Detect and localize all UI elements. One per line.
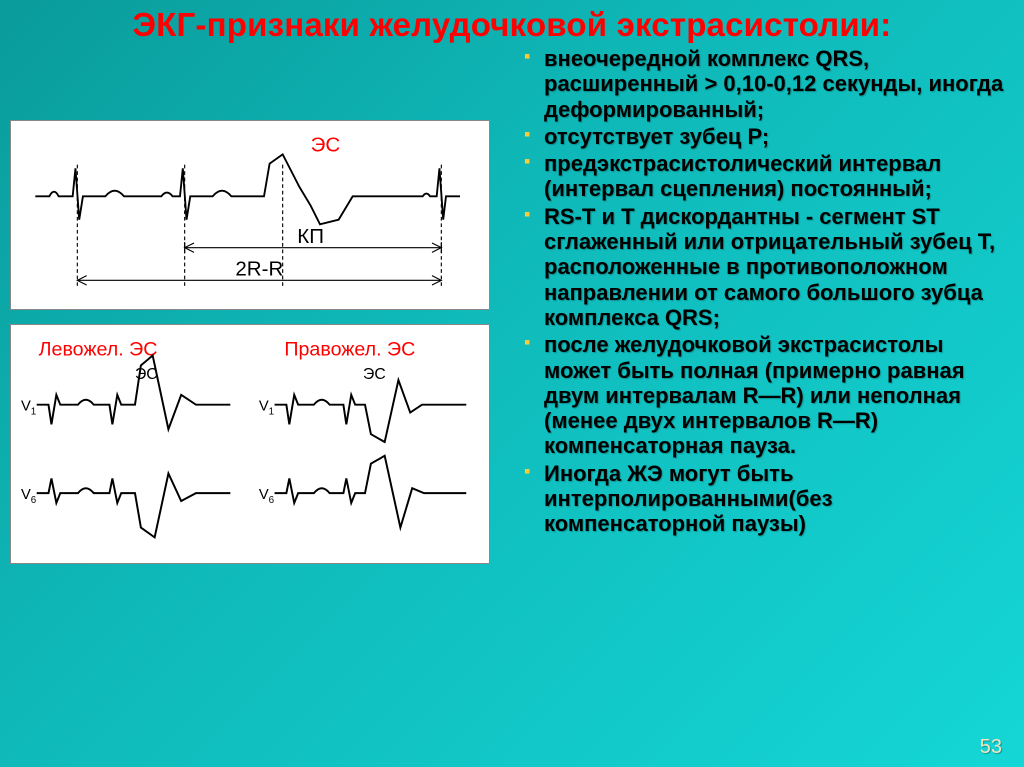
slide-title: ЭКГ-признаки желудочковой экстрасистолии… [0, 0, 1024, 46]
text-column: внеочередной комплекс QRS, расширенный >… [490, 46, 1016, 763]
ecg-rv-v6 [275, 456, 467, 528]
diagram-column: КП 2R-R ЭС Левожел. ЭС [10, 46, 490, 763]
es-label-top: ЭС [311, 134, 341, 157]
lead-v1-r: V1 [259, 399, 274, 418]
left-ves-title: Левожел. ЭС [39, 339, 158, 361]
kp-bracket: КП [185, 225, 442, 253]
ecg-top-svg: КП 2R-R ЭС [19, 131, 481, 299]
ecg-lv-v6 [37, 473, 231, 537]
list-item: после желудочковой экстрасистолы может б… [518, 332, 1016, 458]
right-ves-title: Правожел. ЭС [284, 339, 415, 361]
ecg-trace-top [35, 154, 460, 224]
list-item: Иногда ЖЭ могут быть интерполированными(… [518, 461, 1016, 537]
rr-arrow: 2R-R [77, 258, 441, 285]
es-label-rv: ЭС [363, 366, 386, 383]
list-item: RS-T и T дискордантны - сегмент ST сглаж… [518, 204, 1016, 330]
ecg-panel-top: КП 2R-R ЭС [10, 120, 490, 310]
list-item: отсутствует зубец Р; [518, 124, 1016, 149]
content-row: КП 2R-R ЭС Левожел. ЭС [0, 46, 1024, 763]
list-item: внеочередной комплекс QRS, расширенный >… [518, 46, 1016, 122]
page-number: 53 [980, 736, 1002, 759]
bullet-list: внеочередной комплекс QRS, расширенный >… [518, 46, 1016, 537]
lead-v6-r: V6 [259, 487, 275, 506]
list-item: предэкстрасистолический интервал (интерв… [518, 151, 1016, 202]
rr-label: 2R-R [235, 258, 283, 281]
lead-v1-l: V1 [21, 399, 36, 418]
lead-v6-l: V6 [21, 487, 37, 506]
kp-label: КП [297, 225, 324, 248]
ecg-rv-v1 [275, 380, 467, 442]
ecg-panel-bottom: Левожел. ЭС Правожел. ЭС ЭС ЭС V1 V6 V1 [10, 324, 490, 564]
slide: ЭКГ-признаки желудочковой экстрасистолии… [0, 0, 1024, 767]
ecg-bottom-svg: Левожел. ЭС Правожел. ЭС ЭС ЭС V1 V6 V1 [19, 335, 481, 553]
ecg-lv-v1 [37, 356, 231, 430]
